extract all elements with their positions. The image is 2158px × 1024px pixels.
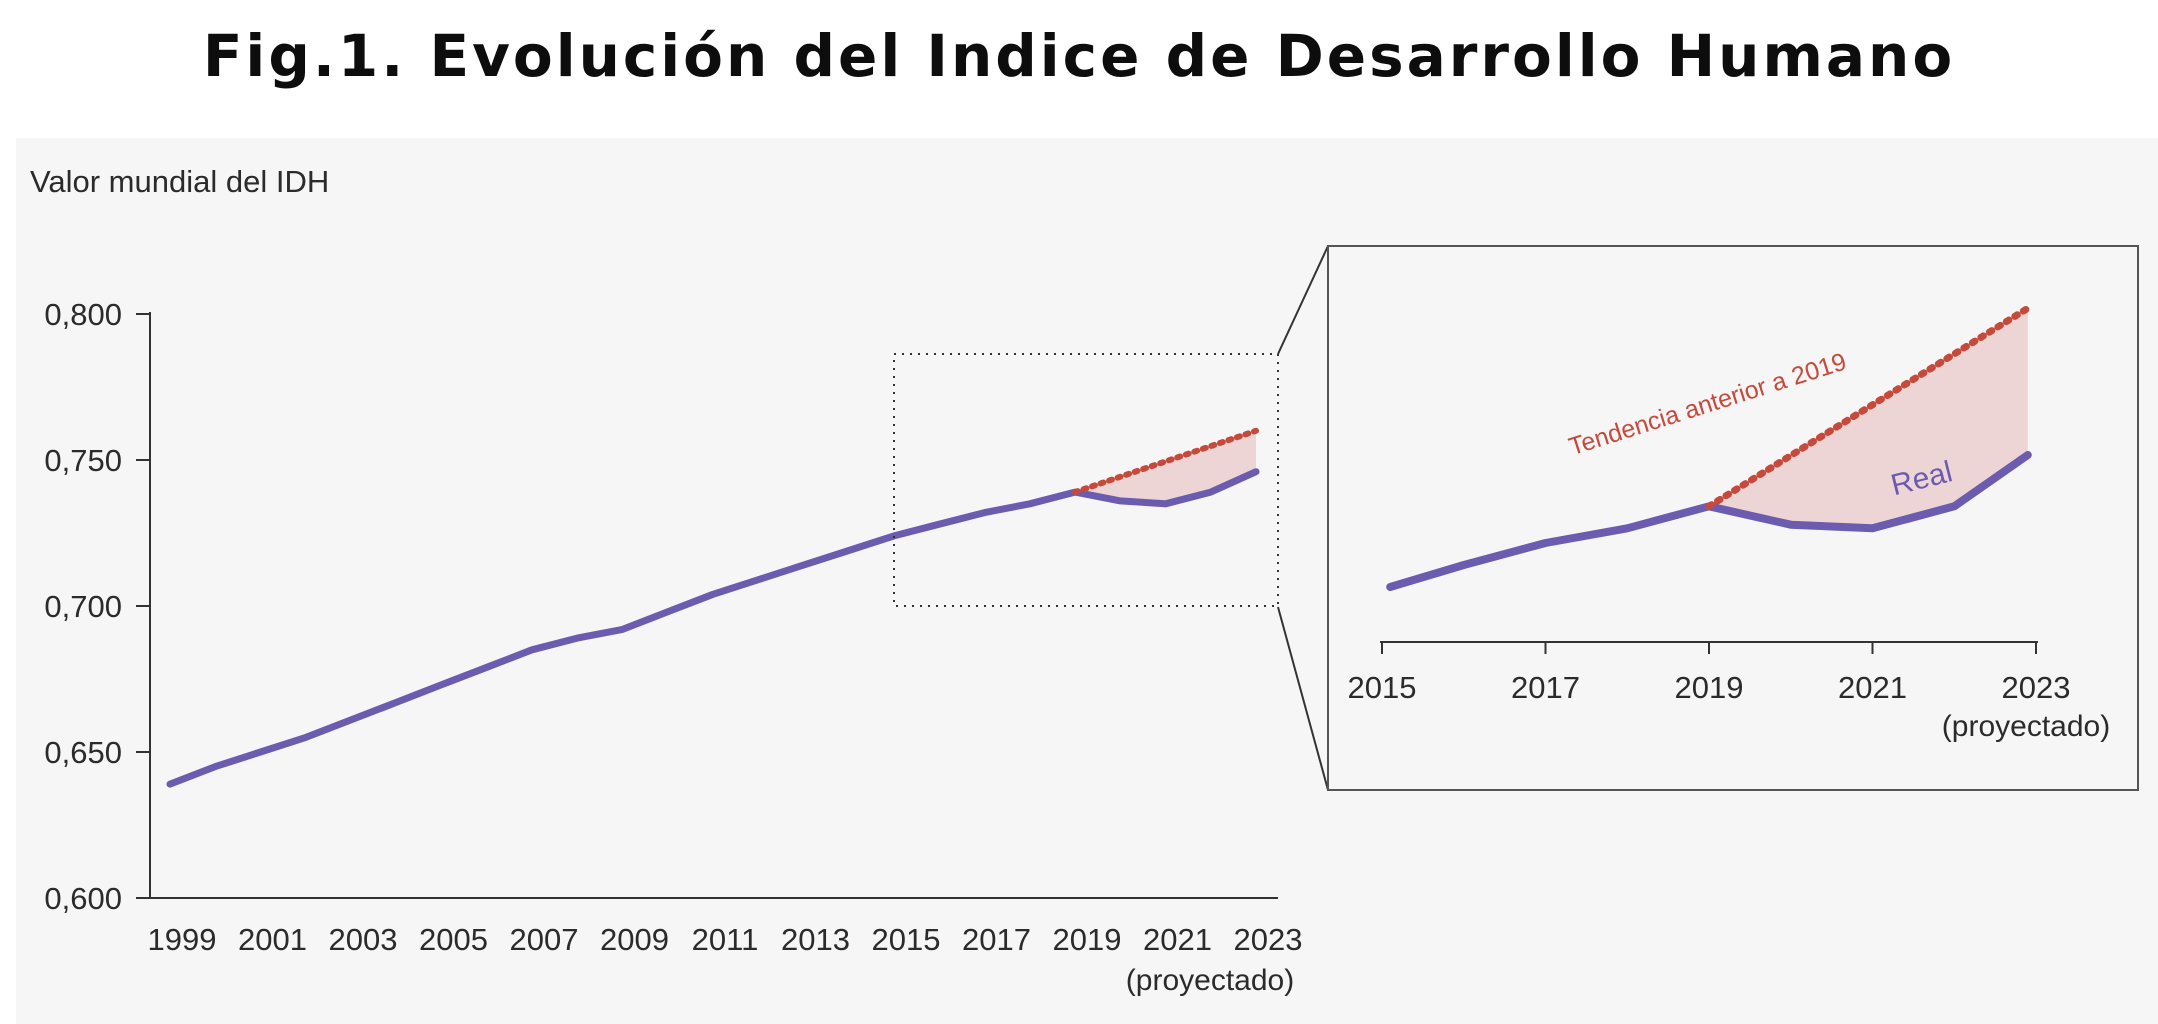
x-axis-ticks: 1999 2001 2003 2005 2007 2009 2011 2013 2015 2017… bbox=[148, 922, 1303, 957]
x-tick-label: 2005 bbox=[419, 922, 488, 957]
y-tick-label: 0,800 bbox=[44, 297, 122, 332]
x-tick-label: 2017 bbox=[962, 922, 1031, 957]
series-line-real bbox=[166, 468, 1260, 788]
series-line-trend bbox=[1072, 427, 1259, 496]
y-tick-label: 0,750 bbox=[44, 443, 122, 478]
x-tick-label: 2011 bbox=[692, 922, 759, 957]
x-tick-sublabel-proyectado: (proyectado) bbox=[1126, 964, 1294, 997]
y-axis-label: Valor mundial del IDH bbox=[30, 164, 329, 199]
inset-x-tick-label: 2023 bbox=[2002, 670, 2071, 705]
inset-x-tick-label: 2019 bbox=[1675, 670, 1744, 705]
x-tick-label: 2007 bbox=[510, 922, 579, 957]
x-tick-label: 2003 bbox=[329, 922, 398, 957]
x-tick-label: 1999 bbox=[148, 922, 217, 957]
zoom-box bbox=[893, 353, 1279, 607]
y-tick-label: 0,700 bbox=[44, 589, 122, 624]
zoom-connector-bottom bbox=[1277, 606, 1329, 791]
figure-title: Fig.1. Evolución del Indice de Desarroll… bbox=[202, 22, 1956, 90]
inset-gap-shaded-area bbox=[1709, 308, 2028, 529]
inset-series-line-trend bbox=[1705, 304, 2032, 510]
x-tick-label: 2015 bbox=[872, 922, 941, 957]
x-tick-label: 2009 bbox=[600, 922, 669, 957]
x-tick-label: 2023 bbox=[1234, 922, 1303, 957]
zoom-connector-top bbox=[1277, 245, 1329, 355]
inset-x-tick-label: 2021 bbox=[1838, 670, 1907, 705]
inset-x-tick-label: 2015 bbox=[1348, 670, 1417, 705]
inset-x-tick-sublabel-proyectado: (proyectado) bbox=[1942, 710, 2110, 743]
inset-x-axis-ticks: 2015 2017 2019 2021 2023 bbox=[1348, 642, 2071, 705]
y-tick-label: 0,600 bbox=[44, 881, 122, 916]
x-tick-label: 2019 bbox=[1053, 922, 1122, 957]
y-axis-ticks: 0,800 0,750 0,700 0,650 0,600 bbox=[44, 297, 150, 916]
x-tick-label: 2013 bbox=[781, 922, 850, 957]
x-tick-label: 2021 bbox=[1143, 922, 1212, 957]
x-tick-label: 2001 bbox=[238, 922, 307, 957]
gap-shaded-area bbox=[1075, 430, 1256, 504]
inset-x-tick-label: 2017 bbox=[1511, 670, 1580, 705]
y-tick-label: 0,650 bbox=[44, 735, 122, 770]
